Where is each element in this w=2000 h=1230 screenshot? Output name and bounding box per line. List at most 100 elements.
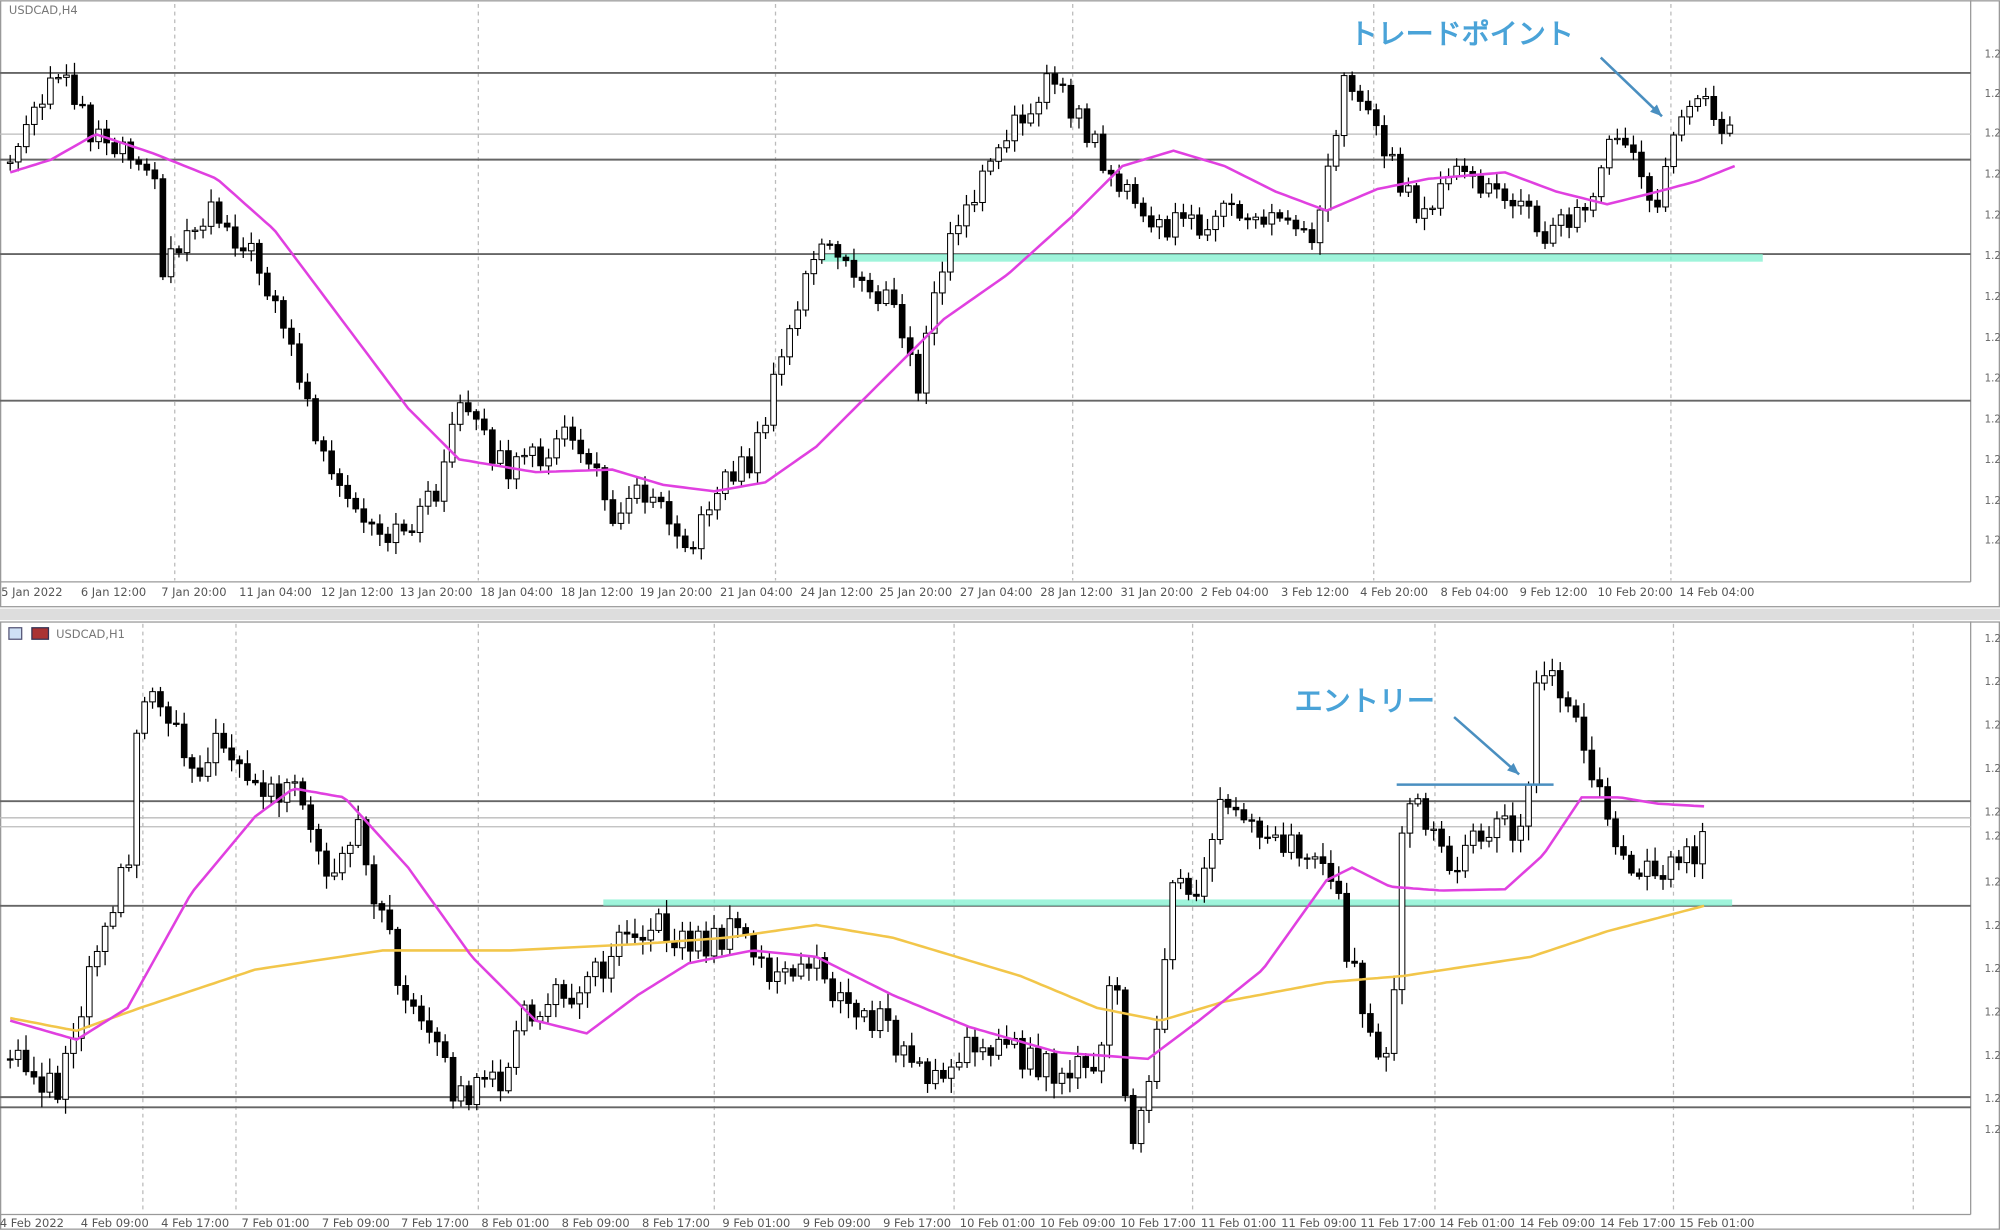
- candle-body: [1019, 114, 1027, 124]
- candle-body: [552, 984, 560, 1006]
- candle-body: [424, 490, 432, 507]
- candle-body: [821, 957, 829, 980]
- x-tick-label: 8 Feb 17:00: [642, 1216, 710, 1230]
- candle-body: [432, 490, 440, 502]
- candle-body: [1477, 175, 1485, 194]
- candle-body: [829, 978, 836, 1002]
- candle-body: [730, 471, 737, 482]
- candle-body: [46, 1072, 54, 1093]
- candle-body: [995, 1038, 1003, 1056]
- candle-body: [402, 985, 409, 1001]
- candle-body: [39, 103, 46, 108]
- candle-body: [418, 1005, 425, 1022]
- candle-body: [665, 501, 673, 525]
- support-zone: [603, 899, 1733, 906]
- candle-body: [853, 1002, 860, 1018]
- candle-body: [1220, 202, 1227, 217]
- candle-body: [979, 170, 986, 204]
- candle-body: [1477, 830, 1485, 842]
- x-tick-label: 24 Jan 12:00: [800, 585, 873, 599]
- candle-body: [734, 918, 742, 929]
- window-icon[interactable]: [8, 627, 23, 640]
- candle-body: [1683, 846, 1691, 864]
- candle-body: [1051, 73, 1059, 85]
- candle-body: [157, 691, 164, 708]
- candle-body: [884, 1008, 892, 1021]
- x-tick-label: 4 Feb 17:00: [161, 1216, 229, 1230]
- candle-body: [1643, 860, 1651, 877]
- candle-body: [971, 1036, 979, 1053]
- candle-body: [1612, 818, 1619, 848]
- x-tick-label: 19 Jan 20:00: [640, 585, 713, 599]
- candle-body: [900, 1045, 908, 1056]
- candle-body: [568, 997, 576, 1005]
- candle-body: [1398, 832, 1406, 991]
- candle-body: [845, 992, 852, 1004]
- candle-body: [1090, 1066, 1097, 1072]
- candle-body: [307, 804, 315, 830]
- candle-body: [231, 226, 239, 249]
- x-tick-label: 18 Jan 12:00: [561, 585, 634, 599]
- candle-body: [1580, 716, 1588, 751]
- candle-body: [1292, 219, 1300, 230]
- candle-body: [1718, 118, 1726, 134]
- x-tick-label: 11 Jan 04:00: [239, 585, 312, 599]
- candle-body: [1193, 893, 1200, 897]
- candle-body: [1252, 216, 1260, 221]
- candle-body: [1588, 749, 1596, 781]
- candle-body: [1074, 1056, 1082, 1079]
- candle-body: [481, 1076, 489, 1080]
- candle-body: [1702, 95, 1710, 100]
- x-tick-label: 14 Feb 04:00: [1679, 585, 1754, 599]
- candle-body: [259, 782, 267, 797]
- candle-body: [545, 457, 552, 467]
- candle-body: [1390, 989, 1398, 1054]
- candle-body: [1446, 845, 1453, 871]
- candle-body: [320, 440, 327, 452]
- chart-icon[interactable]: [31, 627, 50, 640]
- candle-body: [85, 966, 93, 1018]
- candle-body: [714, 493, 721, 511]
- candle-body: [207, 201, 215, 227]
- candle-body: [441, 1041, 449, 1058]
- candle-body: [1670, 134, 1677, 168]
- candle-body: [180, 723, 188, 759]
- candle-body: [272, 295, 279, 302]
- candle-body: [633, 484, 641, 499]
- candle-body: [1115, 173, 1123, 192]
- candle-body: [331, 872, 338, 877]
- candle-body: [641, 484, 649, 503]
- candle-body: [368, 521, 376, 525]
- candle-body: [109, 912, 117, 927]
- candle-body: [1406, 803, 1414, 834]
- candle-body: [1630, 144, 1637, 153]
- candle-body: [111, 142, 118, 155]
- x-tick-label: 11 Feb 17:00: [1360, 1216, 1435, 1230]
- candle-body: [1654, 199, 1661, 208]
- candle-body: [1614, 137, 1621, 141]
- candle-body: [127, 141, 135, 161]
- candle-body: [30, 106, 38, 125]
- candle-body: [352, 497, 360, 510]
- candle-body: [378, 903, 386, 911]
- candle-body: [296, 343, 303, 383]
- candle-body: [1397, 153, 1404, 193]
- candle-body: [607, 955, 615, 979]
- candle-body: [79, 103, 86, 107]
- candle-body: [1343, 892, 1350, 962]
- candle-body: [1188, 214, 1195, 219]
- candle-body: [440, 461, 448, 502]
- candle-body: [264, 272, 271, 297]
- candle-body: [328, 450, 335, 475]
- candle-body: [473, 1076, 481, 1106]
- candle-body: [1319, 856, 1327, 864]
- candle-body: [930, 292, 938, 334]
- candle-body: [987, 160, 994, 172]
- candle-body: [1675, 856, 1683, 864]
- x-tick-label: 2 Feb 04:00: [1201, 585, 1269, 599]
- candle-body: [671, 941, 678, 949]
- candle-body: [561, 426, 568, 440]
- candle-body: [738, 456, 745, 482]
- candle-body: [697, 514, 705, 550]
- candle-body: [1517, 200, 1525, 207]
